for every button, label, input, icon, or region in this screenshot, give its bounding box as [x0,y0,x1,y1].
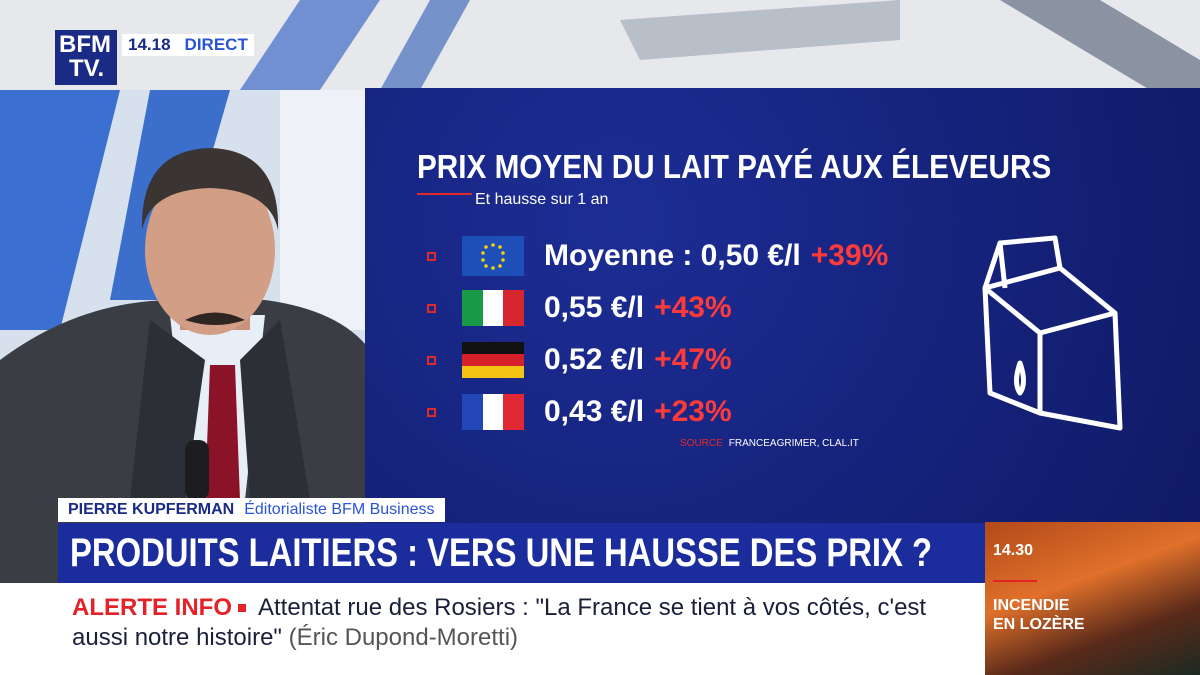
flag-italy [462,290,524,326]
row-change: +47% [654,343,732,376]
row-change: +43% [654,291,732,324]
source-label: SOURCE [680,438,723,449]
side-rule [993,580,1037,582]
milk-carton-icon [982,235,1123,431]
side-panel: 14.30 INCENDIE EN LOZÈRE [985,522,1200,675]
rows: Moyenne : 0,50 €/l +39% 0,55 €/l +43% 0,… [427,230,888,438]
ticker-attribution: (Éric Dupond-Moretti) [288,624,519,651]
flag-eu [462,236,524,276]
row-label: 0,43 €/l [544,395,645,428]
side-title-line: EN LOZÈRE [993,616,1085,633]
side-title-line: INCENDIE [993,597,1070,614]
source-text: FRANCEAGRIMER, CLAL.IT [728,438,859,449]
headline: PRODUITS LAITIERS : VERS UNE HAUSSE DES … [70,531,933,575]
live-badge: 14.18 DIRECT [122,34,254,56]
row: Moyenne : 0,50 €/l +39% [427,230,888,282]
title-text: PRIX MOYEN DU LAIT PAYÉ AUX ÉLEVEURS [417,148,1052,185]
ticker-text: Attentat rue des Rosiers : "La France se… [72,594,927,651]
row: 0,52 €/l +47% [427,334,888,386]
row: 0,55 €/l +43% [427,282,888,334]
title-rule [417,193,472,195]
headline-bar: PRODUITS LAITIERS : VERS UNE HAUSSE DES … [58,523,985,583]
infographic-title: PRIX MOYEN DU LAIT PAYÉ AUX ÉLEVEURS [417,148,1122,186]
flag-germany [462,342,524,378]
speaker-role: Éditorialiste BFM Business [244,501,435,518]
bullet [427,407,436,417]
live-label: DIRECT [184,35,248,54]
row-label: 0,55 €/l [544,291,645,324]
row-change: +39% [810,239,889,272]
side-title: INCENDIE EN LOZÈRE [993,596,1085,634]
logo: BFM TV. [55,30,117,85]
source: SOURCE FRANCEAGRIMER, CLAL.IT [680,438,859,449]
side-time: 14.30 [993,542,1034,559]
row-label: 0,52 €/l [544,343,645,376]
logo-text: TV. [69,55,105,82]
ticker-bullet [238,604,246,612]
name-bar: PIERRE KUPFERMAN Éditorialiste BFM Busin… [58,498,445,522]
bullet [427,355,436,365]
live-time: 14.18 [128,35,171,54]
ticker: ALERTE INFO Attentat rue des Rosiers : "L… [0,583,985,675]
row-change: +23% [654,395,732,428]
bullet [427,251,436,261]
row: 0,43 €/l +23% [427,386,888,438]
infographic-subtitle: Et hausse sur 1 an [475,191,609,208]
speaker-name: PIERRE KUPFERMAN [68,501,235,518]
logo-text: BFM [59,31,111,58]
ticker-label: ALERTE INFO [72,594,232,621]
flag-france [462,394,524,430]
infographic: PRIX MOYEN DU LAIT PAYÉ AUX ÉLEVEURS Et … [365,88,1200,523]
bullet [427,303,436,313]
row-label: Moyenne : 0,50 €/l [544,239,801,272]
